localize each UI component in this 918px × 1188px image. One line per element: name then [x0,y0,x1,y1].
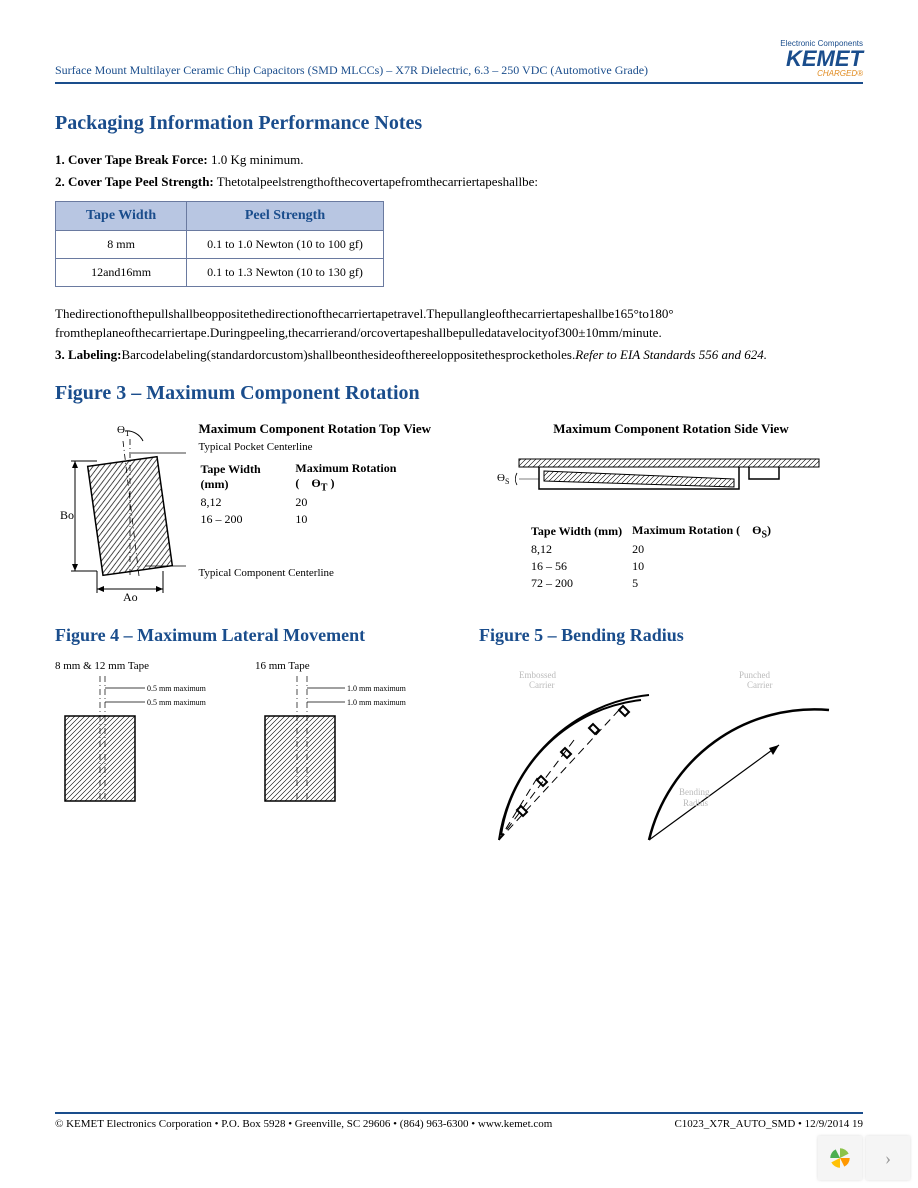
svg-text:Punched: Punched [739,670,770,680]
note-2-label: 2. Cover Tape Peel Strength: [55,174,214,189]
figure-5-heading: Figure 5 – Bending Radius [479,625,863,646]
th: Maximum Rotation ( ϴT ) [295,461,437,493]
logo-tagline: CHARGED® [780,70,863,78]
figure-3-top-view: ϴT Bo [55,421,439,601]
svg-text:0.5 mm maximum: 0.5 mm maximum [147,698,207,707]
td: 5 [632,576,779,591]
section-heading-packaging: Packaging Information Performance Notes [55,112,863,135]
fig4-right: 16 mm Tape 1.0 mm maximum 1.0 mm maximum [255,660,415,811]
td: 12and16mm [56,259,187,287]
page-header: Surface Mount Multilayer Ceramic Chip Ca… [55,40,863,84]
figure-5: Figure 5 – Bending Radius Embossed Carri… [479,625,863,855]
td: 10 [295,512,437,527]
pinwheel-icon [827,1145,853,1171]
td: 72 – 200 [531,576,630,591]
svg-text:0.5 mm maximum: 0.5 mm maximum [147,684,207,693]
fig4-right-diagram: 1.0 mm maximum 1.0 mm maximum [255,676,415,806]
figure-3-side-view: Maximum Component Rotation Side View ϴS [479,421,863,601]
svg-text:Carrier: Carrier [529,680,554,690]
fig4-left-label: 8 mm & 12 mm Tape [55,660,215,672]
td: 0.1 to 1.0 Newton (10 to 100 gf) [187,231,384,259]
table-row: 12and16mm 0.1 to 1.3 Newton (10 to 130 g… [56,259,384,287]
note-2-value: Thetotalpeelstrengthofthecovertapefromth… [214,174,538,189]
svg-text:Radius: Radius [683,798,708,808]
th-peel-strength: Peel Strength [187,202,384,231]
chevron-right-icon: › [885,1148,891,1169]
fig4-left-diagram: 0.5 mm maximum 0.5 mm maximum [55,676,215,806]
note-2: 2. Cover Tape Peel Strength: Thetotalpee… [55,173,863,191]
svg-text:Bo: Bo [60,508,74,522]
top-view-title: Maximum Component Rotation Top View [198,421,431,436]
th: Tape Width (mm) [531,523,630,540]
page-footer: © KEMET Electronics Corporation • P.O. B… [55,1112,863,1130]
svg-text:S: S [505,477,509,486]
svg-text:1.0 mm maximum: 1.0 mm maximum [347,698,407,707]
svg-text:T: T [125,429,130,438]
footer-right: C1023_X7R_AUTO_SMD • 12/9/2014 19 [674,1118,863,1130]
td: 10 [632,559,779,574]
peel-strength-table: Tape Width Peel Strength 8 mm 0.1 to 1.0… [55,201,384,287]
td: 20 [295,495,437,510]
fig5-diagram: Embossed Carrier Punched Carrier Bending… [479,660,859,850]
note-3-italic: Refer to EIA Standards 556 and 624. [575,347,767,362]
note-1-value: 1.0 Kg minimum. [208,152,304,167]
label-pocket-centerline: Typical Pocket Centerline [198,441,439,453]
document-title: Surface Mount Multilayer Ceramic Chip Ca… [55,63,648,78]
bottom-nav: › [818,1136,910,1180]
td: 20 [632,542,779,557]
th-tape-width: Tape Width [56,202,187,231]
th: Maximum Rotation ( ϴS) [632,523,779,540]
figure-4: Figure 4 – Maximum Lateral Movement 8 mm… [55,625,439,855]
svg-text:Carrier: Carrier [747,680,772,690]
next-page-button[interactable]: › [866,1136,910,1180]
figure-3-row: ϴT Bo [55,421,863,601]
footer-left: © KEMET Electronics Corporation • P.O. B… [55,1118,552,1130]
svg-text:ϴ: ϴ [497,472,505,484]
figure-3-heading: Figure 3 – Maximum Component Rotation [55,382,863,405]
th: Tape Width (mm) [200,461,293,493]
svg-text:Embossed: Embossed [519,670,556,680]
brand-logo: Electronic Components KEMET CHARGED® [780,40,863,78]
fig4-left: 8 mm & 12 mm Tape 0.5 mm maximum [55,660,215,811]
direction-paragraph: Thedirectionofthepullshallbeoppositethed… [55,305,863,341]
side-view-diagram: ϴS [479,441,839,511]
td: 16 – 200 [200,512,293,527]
label-component-centerline: Typical Component Centerline [198,567,439,579]
td: 8 mm [56,231,187,259]
top-view-table: Tape Width (mm) Maximum Rotation ( ϴT ) … [198,459,439,529]
fig4-right-label: 16 mm Tape [255,660,415,672]
figure-4-heading: Figure 4 – Maximum Lateral Movement [55,625,439,646]
note-1: 1. Cover Tape Break Force: 1.0 Kg minimu… [55,151,863,169]
app-icon-button[interactable] [818,1136,862,1180]
top-view-diagram: ϴT Bo [55,421,186,601]
table-header-row: Tape Width Peel Strength [56,202,384,231]
logo-text: KEMET [780,48,863,70]
td: 16 – 56 [531,559,630,574]
svg-text:Ao: Ao [123,590,138,601]
svg-text:ϴ: ϴ [117,424,125,436]
svg-text:1.0 mm maximum: 1.0 mm maximum [347,684,407,693]
note-1-label: 1. Cover Tape Break Force: [55,152,208,167]
td: 0.1 to 1.3 Newton (10 to 130 gf) [187,259,384,287]
note-3: 3. Labeling:Barcodelabeling(standardorcu… [55,346,863,364]
svg-text:Bending: Bending [679,787,710,797]
table-row: 8 mm 0.1 to 1.0 Newton (10 to 100 gf) [56,231,384,259]
note-3-value: Barcodelabeling(standardorcustom)shallbe… [121,347,575,362]
td: 8,12 [200,495,293,510]
note-3-label: 3. Labeling: [55,347,121,362]
side-view-table: Tape Width (mm) Maximum Rotation ( ϴS) 8… [529,521,781,593]
figure-4-5-row: Figure 4 – Maximum Lateral Movement 8 mm… [55,625,863,855]
side-view-title: Maximum Component Rotation Side View [479,421,863,437]
td: 8,12 [531,542,630,557]
